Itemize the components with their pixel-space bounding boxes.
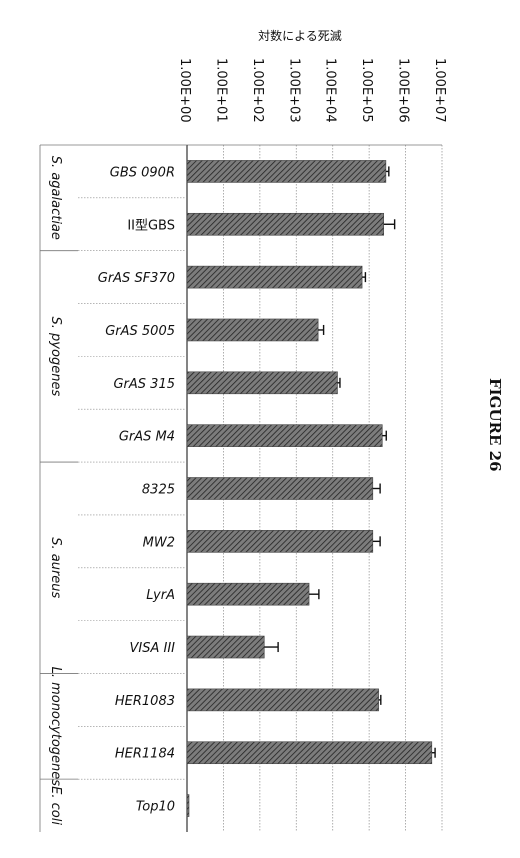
category-label: LyrA <box>146 588 175 603</box>
tick-label: 1.00E+05 <box>359 58 374 123</box>
figure-label: FIGURE 26 <box>486 378 504 472</box>
tick-label: 1.00E+07 <box>432 58 447 123</box>
bar <box>187 636 264 658</box>
category-label: II型GBS <box>127 218 175 233</box>
bar <box>187 213 384 235</box>
tick-label: 1.00E+04 <box>323 58 338 123</box>
bar <box>187 160 386 182</box>
chart-title: 対数による死滅 <box>258 28 342 43</box>
group-label: S. agalactiae <box>48 156 63 240</box>
category-label: HER1184 <box>115 747 175 762</box>
bar <box>187 795 189 817</box>
group-label: L. monocytogenes <box>48 667 63 787</box>
category-label: GrAS M4 <box>119 430 175 445</box>
category-label: GrAS SF370 <box>98 271 175 286</box>
bar <box>187 478 373 500</box>
category-label: HER1083 <box>115 694 175 709</box>
category-label: MW2 <box>143 535 175 550</box>
bar <box>187 742 432 764</box>
tick-label: 1.00E+03 <box>286 58 301 123</box>
group-label: E. coli <box>48 786 63 825</box>
group-label: S. aureus <box>48 537 63 598</box>
category-label: 8325 <box>142 483 175 498</box>
bar <box>187 425 382 447</box>
bar <box>187 372 337 394</box>
bar <box>187 266 362 288</box>
group-label: S. pyogenes <box>48 317 63 397</box>
bar <box>187 530 373 552</box>
category-label: GrAS 5005 <box>105 324 175 339</box>
bar <box>187 583 309 605</box>
tick-label: 1.00E+01 <box>213 58 228 123</box>
tick-label: 1.00E+00 <box>177 58 192 123</box>
category-label: VISA III <box>129 641 175 656</box>
category-label: Top10 <box>136 800 175 815</box>
bar <box>187 319 318 341</box>
category-label: GrAS 315 <box>113 377 175 392</box>
bar <box>187 689 379 711</box>
tick-label: 1.00E+06 <box>396 58 411 123</box>
category-label: GBS 090R <box>110 165 175 180</box>
tick-label: 1.00E+02 <box>250 58 265 123</box>
